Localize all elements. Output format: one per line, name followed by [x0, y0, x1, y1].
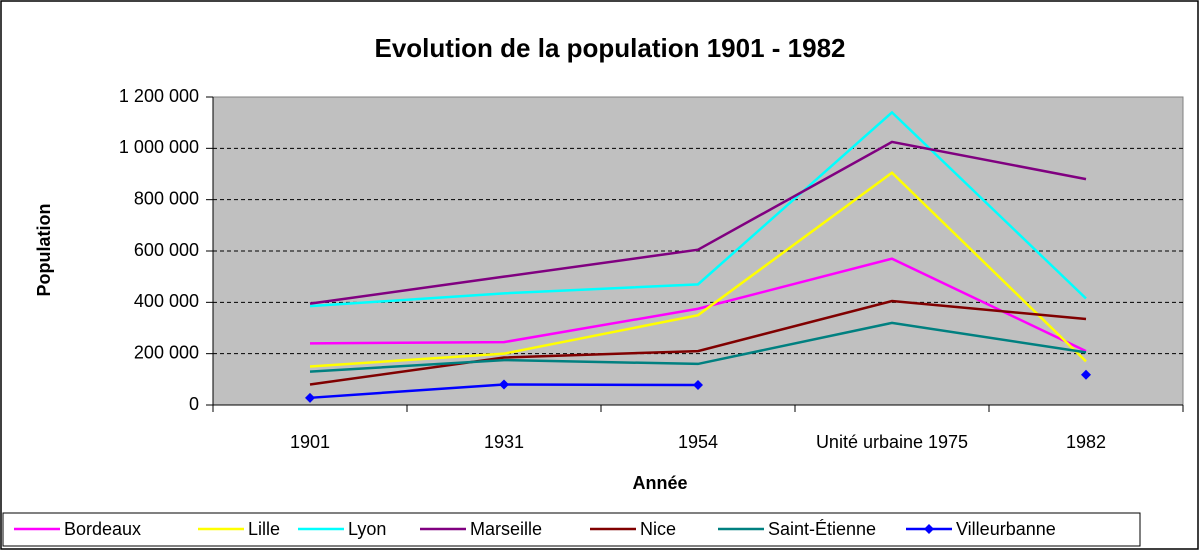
x-axis-label: Année — [632, 473, 687, 493]
y-tick-label: 800 000 — [134, 188, 199, 208]
y-axis-label: Population — [34, 204, 54, 297]
legend-label: Lyon — [348, 519, 386, 539]
series-line — [309, 321, 1087, 373]
y-tick-label: 1 200 000 — [119, 86, 199, 106]
series-line — [309, 140, 1087, 305]
x-tick-label: 1954 — [677, 432, 719, 452]
legend-label: Lille — [248, 519, 280, 539]
y-tick-label: 1 000 000 — [119, 137, 199, 157]
legend-marker — [924, 524, 934, 534]
x-tick-label: Unité urbaine 1975 — [815, 432, 969, 452]
point-marker — [1081, 369, 1091, 380]
point-marker — [499, 379, 509, 390]
y-tick-label: 200 000 — [134, 342, 199, 362]
y-tick-label: 0 — [189, 394, 199, 414]
series-line — [309, 257, 1087, 353]
legend-label: Marseille — [470, 519, 542, 539]
legend-label: Villeurbanne — [956, 519, 1056, 539]
legend-label: Nice — [640, 519, 676, 539]
x-tick-label: 1931 — [483, 432, 525, 452]
x-tick-label: 1982 — [1065, 432, 1107, 452]
y-tick-label: 600 000 — [134, 240, 199, 260]
chart-title: Evolution de la population 1901 - 1982 — [375, 33, 846, 63]
x-tick-label: 1901 — [289, 432, 331, 452]
series-line — [309, 299, 1087, 386]
legend-label: Bordeaux — [64, 519, 141, 539]
series-line — [309, 110, 1087, 308]
point-marker — [305, 392, 315, 403]
legend-label: Saint-Étienne — [768, 519, 876, 539]
y-tick-label: 400 000 — [134, 291, 199, 311]
series-line — [309, 171, 1087, 368]
point-marker — [693, 379, 703, 390]
